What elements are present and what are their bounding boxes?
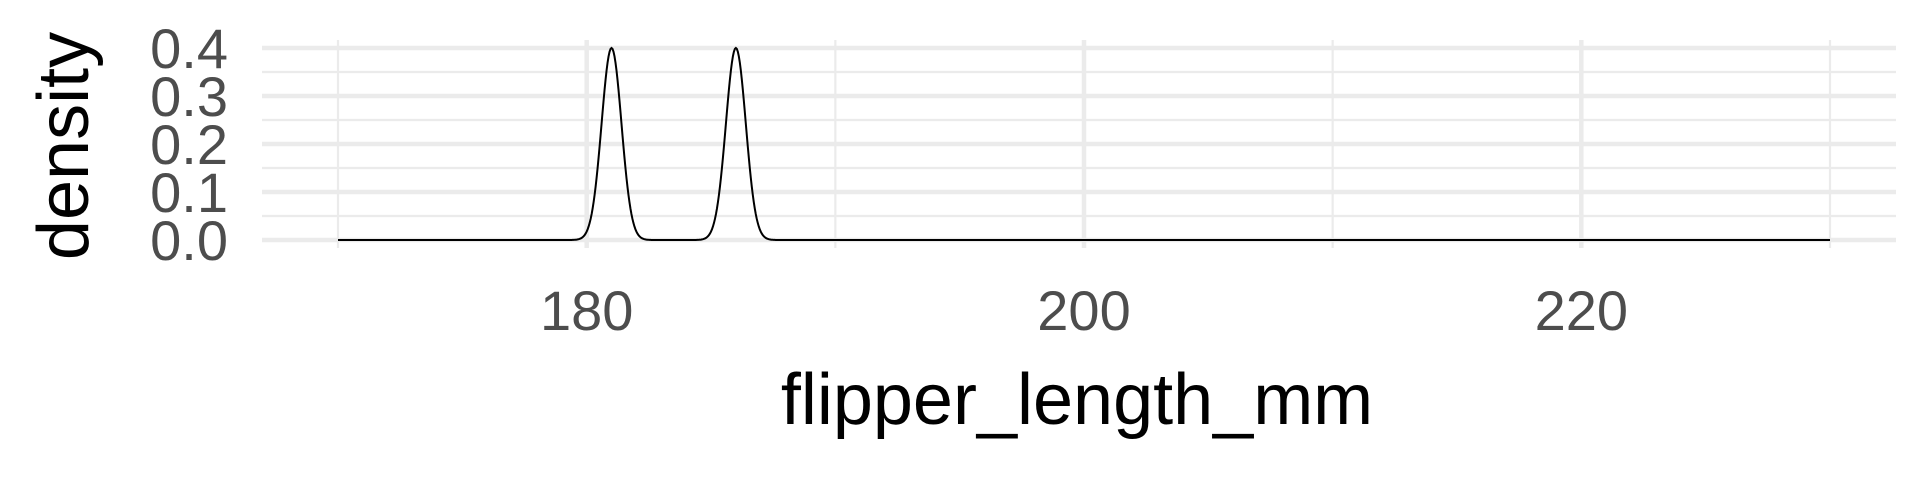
y-tick-label: 0.1	[150, 161, 228, 224]
y-axis-title: density	[24, 32, 104, 260]
y-tick-label: 0.4	[150, 17, 228, 80]
x-tick-label: 220	[1535, 279, 1628, 342]
y-tick-label: 0.0	[150, 209, 228, 272]
y-tick-label: 0.3	[150, 65, 228, 128]
x-tick-label: 200	[1037, 279, 1130, 342]
x-axis-title: flipper_length_mm	[781, 360, 1373, 440]
grid-layer	[262, 40, 1896, 248]
x-tick-label: 180	[540, 279, 633, 342]
tick-labels: 0.00.10.20.30.4 180 200 220	[150, 17, 1628, 342]
y-tick-label: 0.2	[150, 113, 228, 176]
plot-area	[338, 46, 1830, 241]
density-curve	[338, 46, 1830, 241]
